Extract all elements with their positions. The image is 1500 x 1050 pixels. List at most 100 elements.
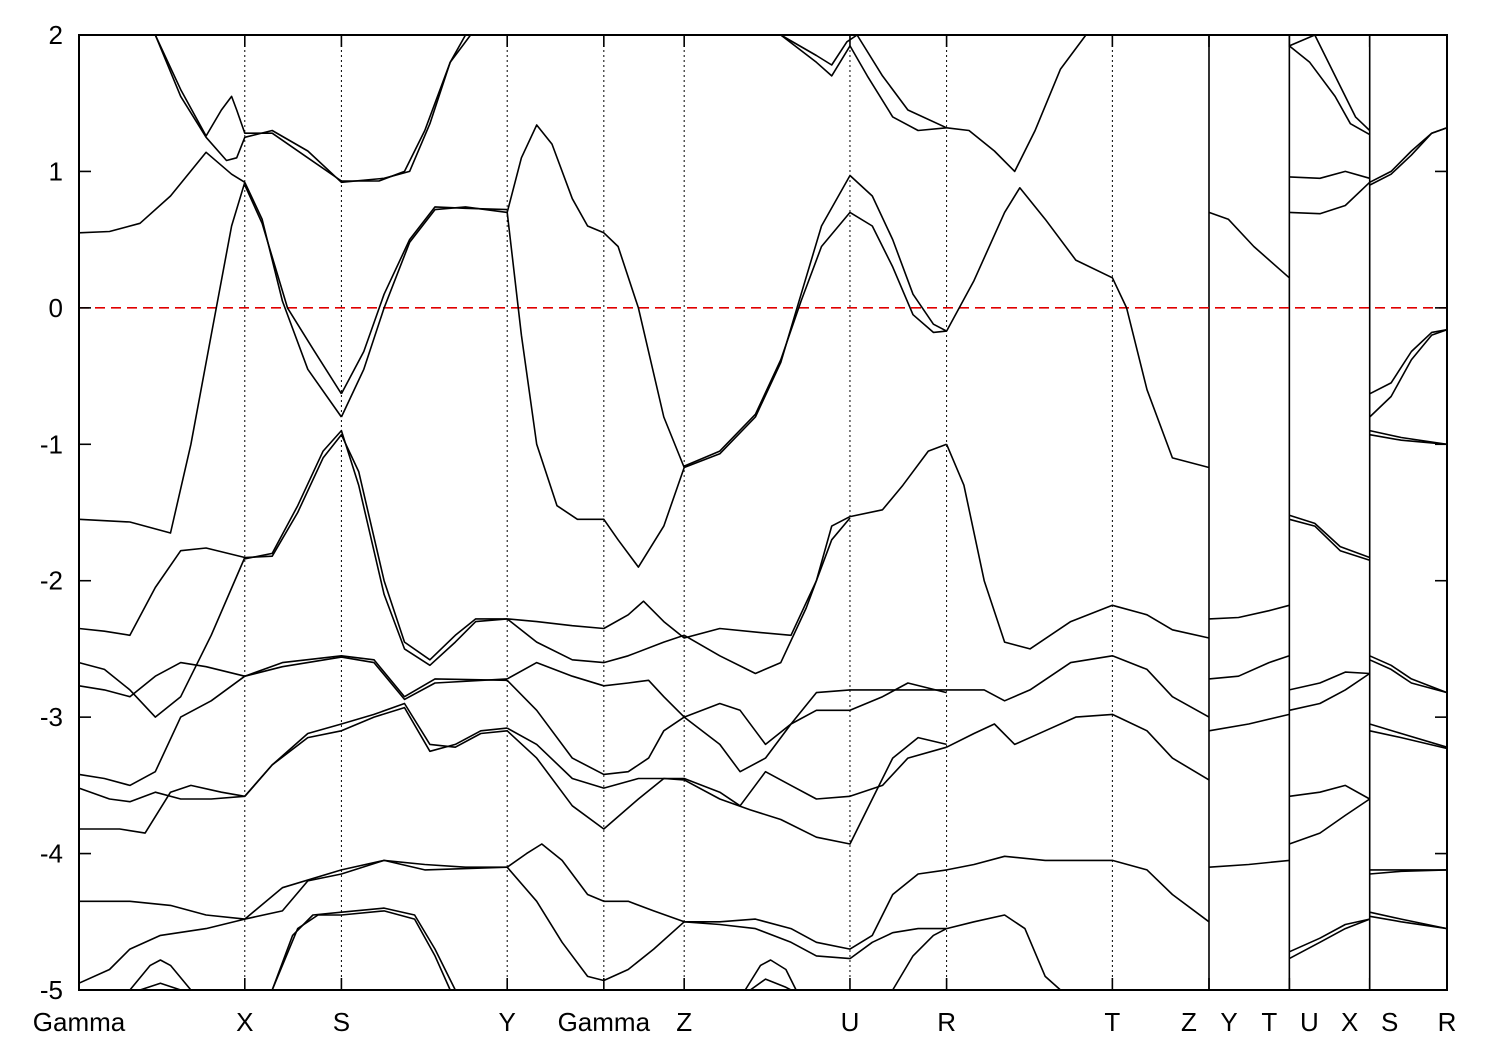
x-tick-label: X <box>236 1007 253 1037</box>
band-line-24 <box>78 787 245 803</box>
band-line-44 <box>271 910 451 991</box>
x-tick-label: Y <box>1220 1007 1237 1037</box>
band-line-79 <box>1369 869 1448 875</box>
band-line-1 <box>244 181 343 418</box>
band-line-57 <box>1314 34 1371 132</box>
band-line-23 <box>78 675 246 787</box>
band-line-22 <box>244 655 508 698</box>
band-line-45 <box>129 959 192 991</box>
band-line-65 <box>1289 798 1371 845</box>
y-tick-label: 2 <box>49 20 63 50</box>
band-line-76 <box>1369 723 1448 748</box>
band-line-35 <box>946 713 1210 781</box>
band-line-39 <box>506 843 947 950</box>
x-tick-label: U <box>1300 1007 1319 1037</box>
x-tick-label: Gamma <box>558 1007 651 1037</box>
band-line-71 <box>1369 328 1448 418</box>
band-line-52 <box>1208 655 1290 680</box>
band-line-5 <box>506 124 685 468</box>
y-tick-label: 1 <box>49 156 63 186</box>
band-line-42 <box>946 914 1062 991</box>
band-line-0 <box>78 151 246 234</box>
band-line-20 <box>244 429 508 667</box>
y-tick-label: 0 <box>49 293 63 323</box>
axis-ticks <box>78 34 1448 991</box>
band-line-74 <box>1369 655 1448 694</box>
band-line-55 <box>1288 45 1371 136</box>
band-line-72 <box>1369 429 1448 446</box>
band-line-32 <box>506 679 947 776</box>
band-line-4 <box>340 206 508 395</box>
band-line-19 <box>244 433 508 661</box>
x-tick-label: U <box>841 1007 860 1037</box>
band-line-25 <box>244 702 508 797</box>
x-tick-label: Gamma <box>33 1007 126 1037</box>
band-line-41 <box>946 855 1210 923</box>
band-line-21 <box>78 656 508 701</box>
band-line-14 <box>780 34 858 66</box>
band-line-40 <box>506 866 947 982</box>
band-line-9 <box>945 187 1210 469</box>
band-line-66 <box>1288 918 1370 953</box>
band-line-75 <box>1369 659 1448 694</box>
band-line-26 <box>244 706 508 797</box>
band-line-56 <box>1288 34 1316 47</box>
y-tick-label: -3 <box>40 702 63 732</box>
band-line-31 <box>506 655 1210 746</box>
band-line-67 <box>1288 918 1370 960</box>
band-line-69 <box>1369 127 1448 186</box>
band-line-43 <box>271 907 457 991</box>
band-line-59 <box>1289 181 1371 215</box>
band-lines <box>78 34 1448 991</box>
band-line-36 <box>79 859 508 920</box>
band-line-38 <box>78 918 245 984</box>
band-line-29 <box>945 443 1210 650</box>
band-line-46 <box>139 982 181 991</box>
band-line-34 <box>506 730 947 845</box>
band-line-64 <box>1289 784 1371 800</box>
x-tick-label: Z <box>1181 1007 1197 1037</box>
y-tick-label: -5 <box>40 975 63 1005</box>
band-line-6 <box>506 212 685 568</box>
band-line-12 <box>154 34 467 184</box>
x-tick-label: X <box>1341 1007 1358 1037</box>
band-line-58 <box>1289 170 1370 180</box>
band-line-37 <box>244 859 508 920</box>
band-line-50 <box>1208 211 1290 279</box>
band-line-2 <box>244 184 343 395</box>
y-tick-label: -1 <box>40 429 63 459</box>
x-tick-label: Z <box>676 1007 692 1037</box>
x-tick-label: S <box>1381 1007 1398 1037</box>
band-line-53 <box>1208 713 1290 732</box>
band-line-73 <box>1369 433 1448 446</box>
y-tick-label: -4 <box>40 839 63 869</box>
band-line-77 <box>1369 730 1448 750</box>
band-line-10 <box>946 34 1087 173</box>
band-line-81 <box>1369 915 1448 930</box>
band-line-30 <box>506 517 851 675</box>
band-line-27 <box>79 784 245 834</box>
band-line-13 <box>780 34 947 132</box>
band-line-49 <box>892 927 947 991</box>
band-line-11 <box>154 34 472 182</box>
x-tick-label: R <box>1438 1007 1457 1037</box>
band-line-28 <box>507 443 947 639</box>
band-line-48 <box>749 978 792 991</box>
band-line-62 <box>1289 671 1370 691</box>
band-line-16 <box>78 182 246 534</box>
band-line-17 <box>78 547 245 637</box>
band-line-7 <box>683 174 947 469</box>
band-line-15 <box>856 34 947 129</box>
band-line-51 <box>1208 604 1290 620</box>
plot-frame <box>78 34 1448 991</box>
band-line-54 <box>1208 859 1290 868</box>
band-line-8 <box>683 211 947 467</box>
band-line-33 <box>506 727 947 807</box>
band-line-47 <box>744 959 797 991</box>
band-line-68 <box>1369 127 1448 184</box>
band-line-80 <box>1369 911 1448 930</box>
band-line-63 <box>1289 672 1371 712</box>
x-tick-label: T <box>1104 1007 1120 1037</box>
